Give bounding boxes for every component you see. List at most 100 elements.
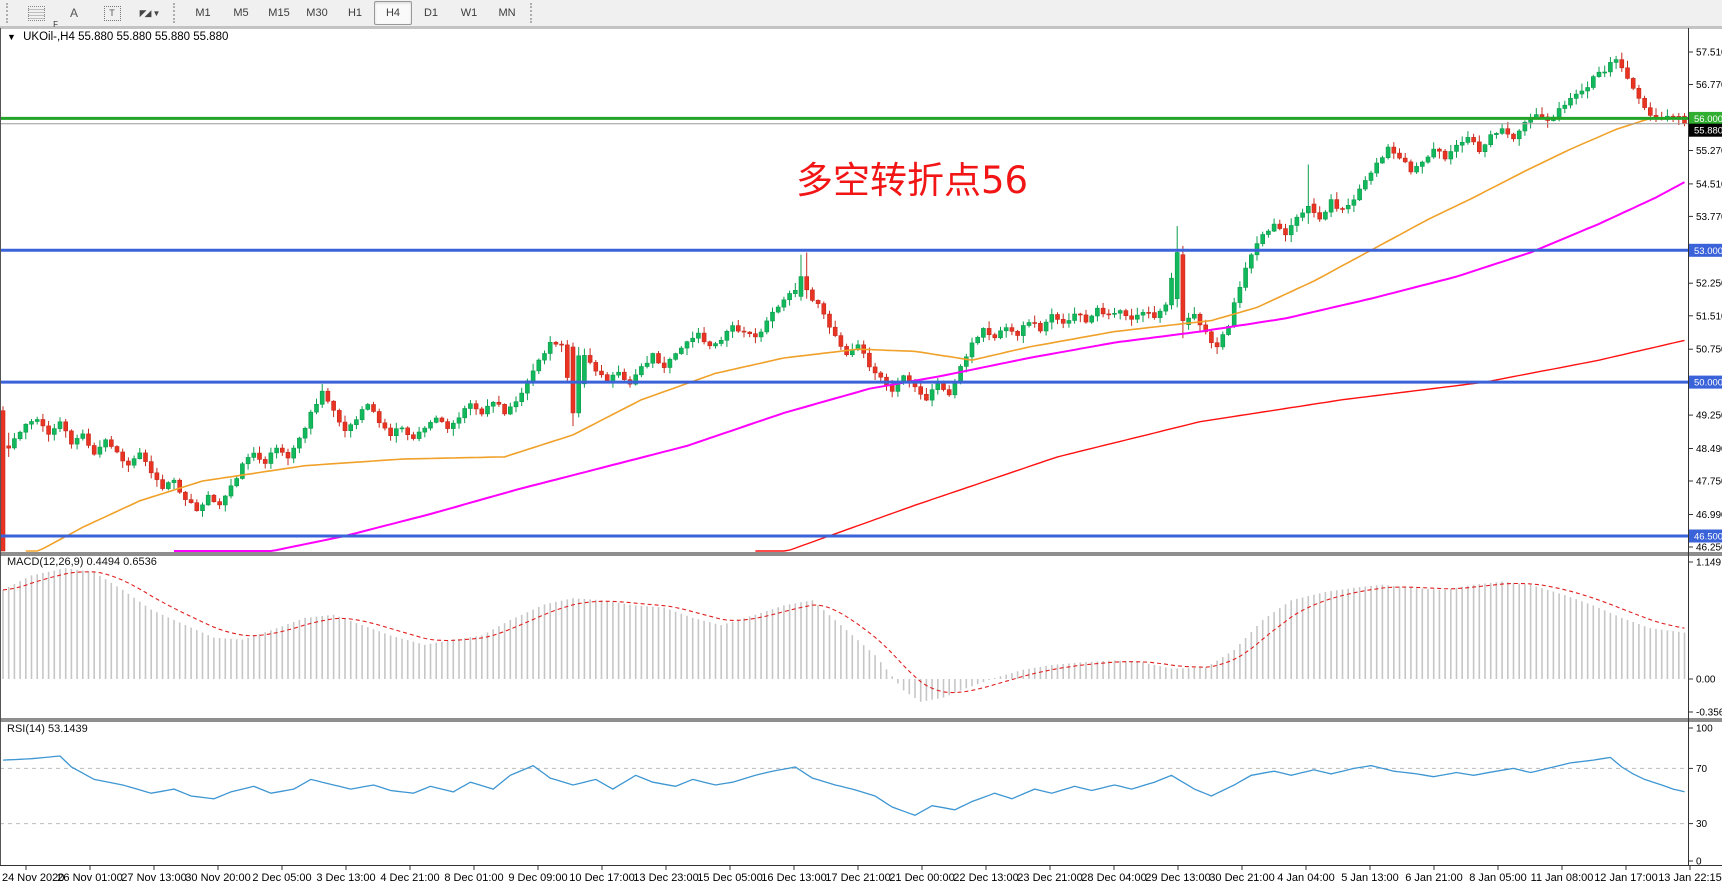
candle-body [348, 424, 354, 432]
candle-body [97, 446, 103, 455]
candle-body [1140, 312, 1146, 316]
candle-body [23, 423, 29, 433]
candle-body [462, 408, 468, 419]
timeframe-button-h4[interactable]: H4 [374, 1, 412, 25]
collapse-icon[interactable]: ▼ [7, 32, 16, 42]
timeframe-button-m1[interactable]: M1 [195, 7, 211, 19]
candle-body [1146, 312, 1151, 314]
candle-body [1471, 137, 1476, 143]
price-tick-label: 53.770 [1696, 212, 1722, 223]
timeframe-button-w1[interactable]: W1 [460, 7, 478, 19]
candle-body [405, 427, 411, 435]
timeframe-button-m30[interactable]: M30 [306, 7, 328, 19]
candle-body [291, 447, 297, 459]
candle-body [969, 342, 975, 358]
candle-body [91, 445, 97, 455]
candle-body [217, 501, 222, 506]
candle-body [183, 491, 188, 500]
candle-body [1539, 114, 1545, 118]
candle-body [1420, 161, 1425, 167]
candle-body [1095, 307, 1100, 317]
arrow-objects-tool-button[interactable]: ◤◢ ▼ [131, 1, 169, 25]
candle-body [1357, 188, 1362, 201]
candle-body [827, 313, 832, 328]
candle-body [1260, 234, 1265, 244]
candle-body [439, 417, 445, 422]
candle-body [359, 409, 365, 420]
candle-body [399, 427, 405, 430]
price-axis[interactable]: 57.510 56.770 55.270 54.510 53.770 52.250 51.5… [1688, 48, 1722, 868]
candle-body [1591, 76, 1596, 88]
candle-body [1334, 199, 1340, 209]
candle-body [1345, 205, 1351, 210]
candle-body [1300, 212, 1305, 218]
candle-body [1391, 146, 1397, 154]
candle-body [6, 445, 11, 449]
candle-body [1556, 108, 1562, 118]
fibonacci-tool-button[interactable]: F [17, 1, 58, 29]
candle-body [251, 452, 257, 458]
label-icon: T [103, 5, 121, 21]
timeframe-button-m15[interactable]: M15 [268, 7, 290, 19]
candle-body [143, 452, 148, 462]
candle-body [1055, 314, 1060, 320]
current-price-axis-chip-label: 55.880 [1694, 126, 1722, 137]
candle-body [678, 347, 684, 354]
macd-values: 0.4494 0.6536 [86, 556, 157, 568]
candle-body [576, 355, 582, 414]
time-tick-label: 16 Dec 13:00 [761, 872, 826, 884]
price-tick-label: 49.250 [1696, 411, 1722, 422]
candle-body [787, 293, 792, 300]
candle-body [1078, 313, 1083, 316]
price-tick-label: 51.510 [1696, 311, 1722, 322]
candle-body [1397, 152, 1402, 159]
timeframe-button-mn[interactable]: MN [498, 7, 516, 19]
toolbar-grip[interactable] [6, 3, 11, 23]
timeframe-button-h1[interactable]: H1 [347, 7, 363, 19]
candle-body [445, 421, 450, 429]
candle-body [1505, 128, 1511, 135]
timeframe-button-d1[interactable]: D1 [423, 7, 439, 19]
candle-body [770, 311, 775, 322]
candle-body [707, 341, 713, 347]
price-tick-label: 55.270 [1696, 146, 1722, 157]
candle-body [331, 400, 336, 411]
candle-body [1043, 321, 1049, 332]
candle-body [656, 353, 661, 364]
timeframe-button-m5[interactable]: M5 [233, 7, 249, 19]
candle-body [1152, 312, 1157, 318]
chart-text-annotation: 多空转折点56 [796, 159, 1029, 202]
candle-body [1454, 144, 1459, 152]
text-tool-button[interactable]: A [55, 1, 93, 25]
label-tool-button[interactable]: T [93, 1, 131, 25]
toolbar-grip[interactable] [173, 3, 178, 23]
ohlc-quotes: 55.880 55.880 55.880 55.880 [78, 31, 229, 43]
candle-body [109, 439, 114, 447]
time-tick-label: 8 Jan 05:00 [1469, 872, 1527, 884]
candle-body [673, 353, 678, 360]
candle-body [433, 417, 439, 423]
rsi-name: RSI(14) [7, 723, 45, 735]
candle-body [1648, 107, 1653, 116]
toolbar-grip[interactable] [530, 3, 535, 23]
candle-body [1579, 90, 1585, 95]
candle-body [621, 371, 627, 380]
candle-body [485, 405, 490, 415]
candle-body [924, 393, 929, 401]
candle-body [804, 276, 810, 291]
candle-body [559, 343, 564, 346]
candle-body [205, 494, 211, 506]
candle-body [553, 341, 559, 345]
candle-body [274, 447, 279, 454]
candle-body [696, 332, 701, 339]
chart-background[interactable] [0, 27, 1722, 896]
time-tick-label: 23 Dec 21:00 [1017, 872, 1082, 884]
candle-body [29, 421, 34, 425]
candle-body [1186, 317, 1191, 325]
candle-body [1340, 208, 1345, 210]
candle-body [308, 411, 314, 429]
candle-body [285, 451, 291, 459]
candle-body [1522, 121, 1528, 132]
